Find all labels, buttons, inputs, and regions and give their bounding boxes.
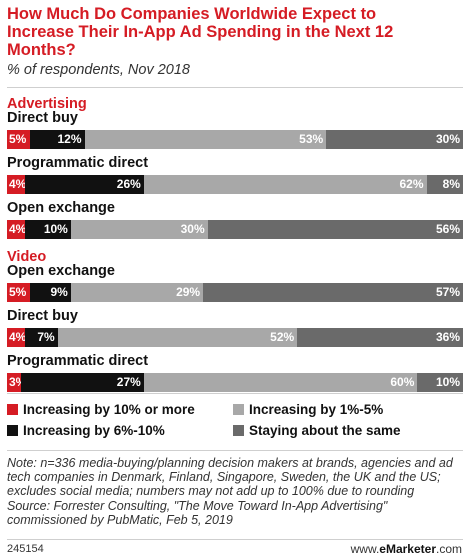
bar-segment-inc1to5 <box>143 373 418 392</box>
note-divider <box>7 450 463 451</box>
data-label: 12% <box>57 132 82 146</box>
site-credit: www.eMarketer.com <box>351 542 462 556</box>
legend-swatch <box>7 404 18 415</box>
bar-segment-inc6to10 <box>29 130 85 149</box>
bar-segment-same <box>326 130 463 149</box>
data-label: 60% <box>390 375 415 389</box>
legend-item-label: Increasing by 1%-5% <box>249 402 384 417</box>
bar-segment-same <box>426 175 463 194</box>
section-label-video: Video <box>7 249 47 265</box>
bar-segment-inc6to10 <box>20 373 144 392</box>
bar-segment-inc10plus <box>7 373 21 392</box>
data-label: 36% <box>435 330 460 344</box>
data-label: 56% <box>435 222 460 236</box>
data-label: 27% <box>116 375 141 389</box>
data-label: 5% <box>9 132 27 146</box>
bar-segment-inc6to10 <box>29 283 71 302</box>
bar-advertising-programmatic-direct: 4% 26% 62% 8% <box>7 175 463 194</box>
legend-item-label: Increasing by 6%-10% <box>23 423 165 438</box>
data-label: 10% <box>435 375 460 389</box>
legend-item-label: Staying about the same <box>249 423 401 438</box>
data-label: 29% <box>176 285 201 299</box>
bar-segment-inc6to10 <box>25 328 58 347</box>
data-label: 8% <box>442 177 460 191</box>
bar-segment-inc10plus <box>7 220 26 239</box>
data-label: 7% <box>37 330 55 344</box>
bar-segment-same <box>203 283 463 302</box>
data-label: 4% <box>9 330 27 344</box>
bar-segment-same <box>417 373 463 392</box>
bar-segment-same <box>207 220 463 239</box>
bar-segment-same <box>297 328 463 347</box>
bar-segment-inc10plus <box>7 328 26 347</box>
note-text: Note: n=336 media-buying/planning decisi… <box>7 456 453 499</box>
row-label-direct-buy: Direct buy <box>7 110 78 126</box>
bar-advertising-direct-buy: 5% 12% 53% 30% <box>7 130 463 149</box>
data-label: 52% <box>270 330 295 344</box>
chart-title: How Much Do Companies Worldwide Expect t… <box>7 5 394 59</box>
legend-swatch <box>233 404 244 415</box>
bar-video-open-exchange: 5% 9% 29% 57% <box>7 283 463 302</box>
bar-segment-inc1to5 <box>84 130 327 149</box>
bar-segment-inc6to10 <box>25 220 71 239</box>
notes: Note: n=336 media-buying/planning decisi… <box>7 456 463 527</box>
data-label: 10% <box>43 222 68 236</box>
bar-segment-inc10plus <box>7 283 30 302</box>
site-brand: eMarketer <box>379 542 436 556</box>
data-label: 9% <box>50 285 68 299</box>
bar-video-direct-buy: 4% 7% 52% 36% <box>7 328 463 347</box>
top-divider <box>7 87 463 88</box>
legend-divider <box>7 393 463 394</box>
legend-swatch <box>233 425 244 436</box>
row-label-direct-buy: Direct buy <box>7 308 78 324</box>
data-label: 57% <box>435 285 460 299</box>
row-label-programmatic-direct: Programmatic direct <box>7 155 149 171</box>
data-label: 30% <box>435 132 460 146</box>
chart-subtitle: % of respondents, Nov 2018 <box>7 62 190 78</box>
data-label: 26% <box>116 177 141 191</box>
bar-advertising-open-exchange: 4% 10% 30% 56% <box>7 220 463 239</box>
bar-segment-inc1to5 <box>70 220 208 239</box>
data-label: 62% <box>399 177 424 191</box>
data-label: 53% <box>299 132 324 146</box>
data-label: 4% <box>9 177 27 191</box>
data-label: 4% <box>9 222 27 236</box>
footer-divider <box>7 539 463 540</box>
bar-segment-inc10plus <box>7 175 26 194</box>
section-label-advertising: Advertising <box>7 96 87 112</box>
data-label: 5% <box>9 285 27 299</box>
row-label-open-exchange: Open exchange <box>7 263 115 279</box>
row-label-open-exchange: Open exchange <box>7 200 115 216</box>
bar-segment-inc10plus <box>7 130 30 149</box>
chart-id: 245154 <box>7 543 44 555</box>
bar-video-programmatic-direct: 3% 27% 60% 10% <box>7 373 463 392</box>
bar-segment-inc1to5 <box>70 283 204 302</box>
legend-swatch <box>7 425 18 436</box>
bar-segment-inc1to5 <box>143 175 427 194</box>
bar-segment-inc1to5 <box>57 328 298 347</box>
data-label: 30% <box>180 222 205 236</box>
site-prefix: www. <box>350 542 380 556</box>
site-suffix: .com <box>435 542 462 556</box>
source-text: Source: Forrester Consulting, "The Move … <box>7 498 388 527</box>
legend-item-label: Increasing by 10% or more <box>23 402 195 417</box>
bar-segment-inc6to10 <box>25 175 144 194</box>
row-label-programmatic-direct: Programmatic direct <box>7 353 149 369</box>
